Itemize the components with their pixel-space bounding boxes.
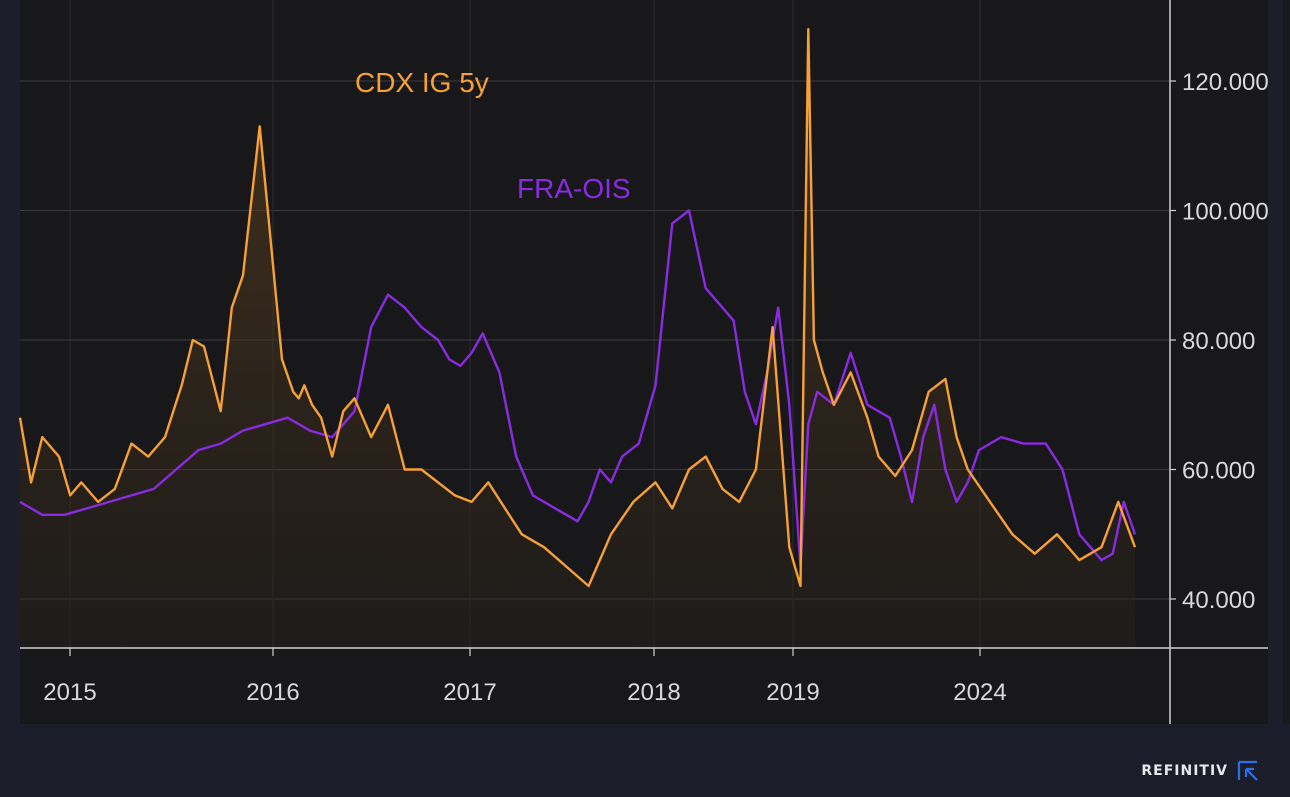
brand: REFINITIV [1141,759,1260,783]
y-tick-label: 100.000 [1182,199,1269,226]
y-tick-label: 80.000 [1182,328,1255,355]
y-tick-label: 120.000 [1182,69,1269,96]
series-labels: CDX IG 5y FRA-OIS [355,67,631,204]
area-layer [20,29,1135,648]
brand-name: REFINITIV [1141,763,1228,779]
x-tick-label: 2024 [953,679,1006,706]
x-tick-label: 2019 [766,679,819,706]
fra-ois-line [19,209,1137,568]
footer-bar: REFINITIV [0,724,1290,797]
line-chart: 40.000 60.000 80.000 100.000 120.000 2015 2016… [18,0,1269,724]
x-tick-label: 2017 [443,679,496,706]
tick-labels: 40.000 60.000 80.000 100.000 120.000 2015 2016… [43,69,1268,706]
x-tick-label: 2016 [246,679,299,706]
cdx-ig-5y-label: CDX IG 5y [355,67,489,98]
x-tick-label: 2018 [627,679,680,706]
right-edge-strip [1283,0,1290,724]
axes [20,0,1268,724]
cdx-ig-5y-line [18,28,1137,588]
y-tick-label: 60.000 [1182,458,1255,485]
x-tick-label: 2015 [43,679,96,706]
refinitiv-logo-icon [1237,760,1258,781]
fra-ois-label: FRA-OIS [517,173,631,204]
y-tick-label: 40.000 [1182,587,1255,614]
series-layer [18,28,1137,588]
cdx-area-fill [20,29,1135,648]
